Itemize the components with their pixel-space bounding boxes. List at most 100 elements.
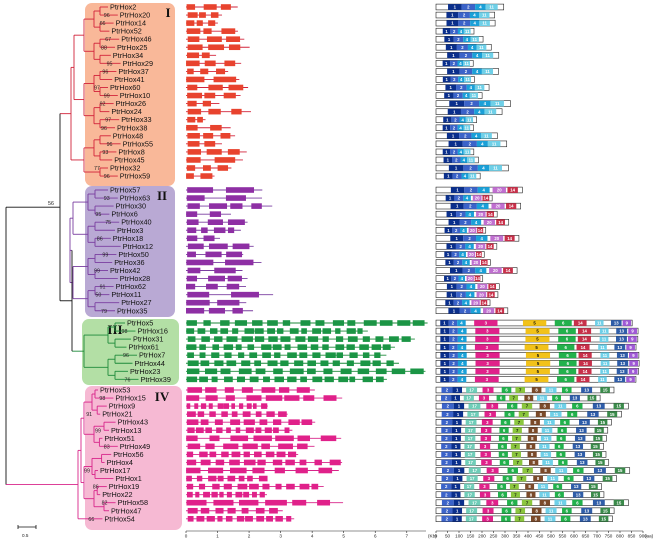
exon (187, 92, 203, 99)
domain-1 (445, 299, 454, 306)
domain-6 (507, 403, 518, 409)
exon (311, 483, 319, 490)
domain-13 (581, 387, 593, 393)
gene-label: PtrHox6 (111, 210, 137, 219)
domain-1 (450, 187, 465, 193)
domain-13 (616, 336, 627, 342)
domain-2 (441, 443, 452, 450)
exon (227, 507, 236, 514)
domain-2 (458, 20, 471, 26)
gene-label: PtrHox28 (120, 274, 150, 283)
domain-label: 2 (447, 468, 450, 473)
domain-1 (452, 475, 463, 482)
domain-label: 5 (537, 353, 540, 358)
domain-2 (450, 76, 459, 83)
gene-label: PtrHox51 (104, 434, 134, 443)
domain-label: 1 (444, 329, 447, 334)
protein-axis-label: 700 (593, 534, 601, 539)
domain-4 (457, 376, 467, 383)
exon (202, 100, 211, 107)
exon (243, 491, 250, 498)
domain-label: 4 (461, 117, 464, 122)
domain-label: 1 (451, 21, 454, 26)
gene-label: PtrHox22 (102, 490, 132, 499)
domain-7 (515, 507, 526, 514)
bootstrap-value: 88 (101, 45, 107, 51)
domain-8 (527, 451, 537, 458)
exon (264, 427, 272, 434)
domain-11 (463, 60, 470, 67)
gene-label: PtrHox56 (113, 450, 143, 459)
domain-14 (578, 352, 592, 359)
domain-label: 2 (458, 196, 461, 201)
domain-label: 7 (515, 452, 518, 457)
domain-6 (553, 483, 563, 490)
exon (245, 427, 254, 434)
exon (242, 411, 251, 417)
domain-9 (622, 320, 632, 326)
domain-label: 1 (456, 188, 459, 193)
exon (217, 403, 224, 409)
domain-15 (591, 491, 601, 498)
domain-11 (544, 515, 556, 522)
domain-11 (464, 76, 472, 83)
domain-label: 9 (632, 361, 635, 366)
domain-1 (451, 443, 461, 450)
domain-label: 8 (540, 412, 543, 417)
domain-label: 15 (616, 500, 621, 505)
bootstrap-value: 96 (102, 69, 108, 75)
exon (346, 344, 355, 350)
domain-2 (451, 251, 460, 258)
domain-label: 11 (477, 85, 482, 90)
domain-1 (444, 275, 452, 282)
domain-label: 3 (489, 412, 492, 417)
exon (288, 419, 300, 425)
exon (187, 52, 200, 59)
domain-label: 14 (507, 236, 512, 241)
domain-label: 14 (483, 196, 488, 201)
domain-4 (457, 336, 467, 342)
gene-axis-label: 2 (248, 534, 251, 539)
domain-4 (457, 352, 467, 359)
protein-bar (435, 402, 629, 410)
domain-label: 4 (482, 166, 485, 171)
gene-label: PtrHox31 (133, 335, 163, 344)
domain-label: 14 (475, 276, 480, 281)
domain-label: 1 (456, 476, 459, 481)
exon (219, 491, 224, 498)
domain-1 (449, 267, 463, 274)
domain-label: 4 (460, 29, 463, 34)
domain-3 (483, 475, 495, 482)
gene-label: PtrHox34 (113, 51, 143, 60)
domain-6 (497, 443, 507, 450)
exon (259, 491, 265, 498)
gene-label: PtrHox37 (118, 67, 148, 76)
domain-4 (457, 368, 467, 375)
exon (200, 459, 211, 466)
domain-label: 14 (498, 220, 503, 225)
domain-label: 2 (460, 212, 463, 217)
exon (268, 336, 278, 342)
domain-15 (600, 507, 611, 514)
domain-label: 11 (602, 369, 607, 374)
exon (236, 516, 245, 522)
exon (205, 387, 217, 393)
domain-label: 4 (469, 212, 472, 217)
exon (335, 344, 345, 350)
exon (235, 344, 242, 350)
domain-label: 17 (466, 396, 471, 401)
domain-1 (444, 251, 452, 258)
bootstrap-value: 96 (107, 142, 113, 148)
gene-label: PtrHox29 (123, 59, 153, 68)
domain-4 (469, 12, 480, 18)
domain-1 (453, 499, 465, 506)
exon (206, 36, 222, 42)
domain-label: 1 (452, 133, 455, 138)
exon (252, 320, 263, 326)
exon (198, 483, 206, 490)
domain-15 (587, 395, 597, 401)
exon (234, 320, 248, 326)
domain-9 (626, 344, 635, 351)
exon (267, 360, 278, 367)
domain-label: 2 (446, 388, 449, 393)
